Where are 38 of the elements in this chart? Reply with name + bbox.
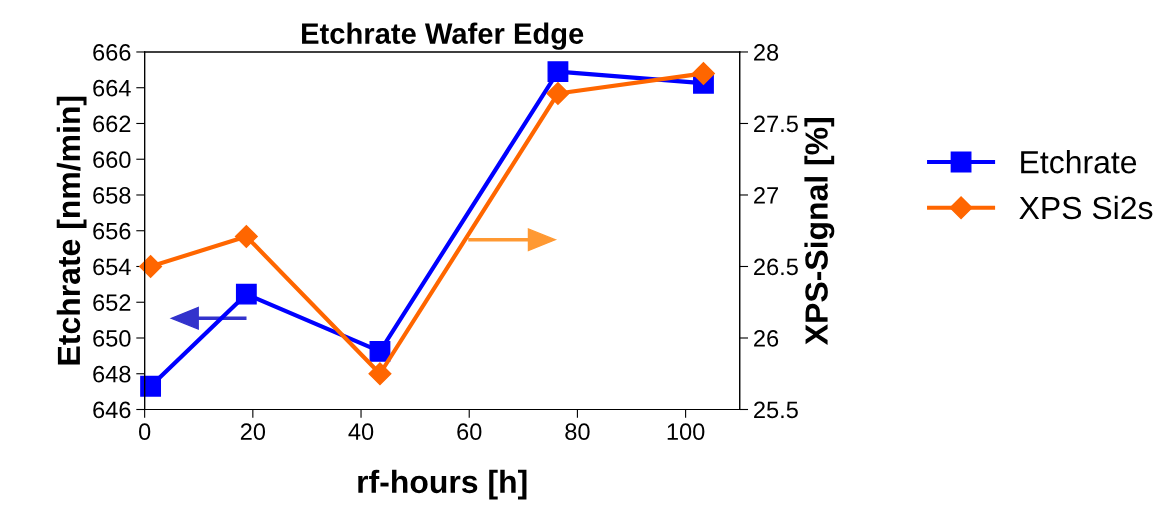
chart-title: Etchrate Wafer Edge <box>302 22 584 50</box>
y2-tick-label: 25.5 <box>754 401 798 419</box>
y-tick-label: 646 <box>93 401 131 419</box>
y-tick-label: 660 <box>93 151 131 169</box>
x-tick-label: 20 <box>240 423 266 441</box>
legend-label: XPS Si2s <box>1019 195 1153 220</box>
y-tick-label: 648 <box>93 365 131 383</box>
point <box>369 340 391 362</box>
y2-tick-label: 27.5 <box>754 115 798 133</box>
x-tick-label: 100 <box>667 423 705 441</box>
y2-tick-label: 28 <box>754 44 779 61</box>
y2-tick-label: 26.5 <box>754 258 798 276</box>
y-tick-label: 662 <box>93 115 131 133</box>
x-tick-label: 40 <box>348 423 374 441</box>
y-tick-label: 656 <box>93 222 131 240</box>
point <box>234 224 258 248</box>
x-tick-label: 60 <box>457 423 482 441</box>
x-tick-label: 0 <box>139 423 151 441</box>
y-tick-label: 654 <box>93 258 131 276</box>
x-tick-label: 80 <box>565 423 590 441</box>
y-axis-title: Etchrate [nm/min] <box>56 96 87 365</box>
point <box>139 254 163 278</box>
legend-label: Etchrate <box>1021 150 1137 174</box>
x-axis-title: rf-hours [h] <box>358 469 527 500</box>
point <box>547 61 569 83</box>
y2-axis-title: XPS-Signal [%] <box>804 118 835 345</box>
point <box>140 375 162 397</box>
y-tick-label: 658 <box>93 187 131 204</box>
y2-tick-label: 27 <box>754 187 778 204</box>
y-tick-label: 652 <box>93 294 131 312</box>
y-tick-label: 666 <box>93 44 131 61</box>
point <box>691 61 715 85</box>
y-tick-label: 650 <box>93 330 131 347</box>
point <box>368 362 392 386</box>
y2-tick-label: 26 <box>754 330 779 347</box>
y-tick-label: 664 <box>93 79 131 97</box>
point <box>235 283 257 305</box>
point <box>546 81 570 105</box>
